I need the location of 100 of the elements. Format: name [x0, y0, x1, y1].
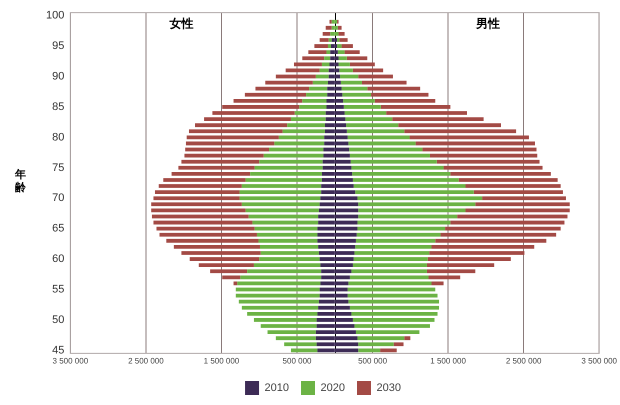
- bar: [394, 342, 404, 346]
- bar: [284, 342, 317, 346]
- bar: [247, 312, 318, 316]
- y-tick-label: 60: [52, 253, 64, 266]
- bar: [457, 214, 568, 218]
- bar: [358, 74, 393, 78]
- bar: [358, 202, 476, 206]
- legend-label: 2030: [376, 382, 401, 394]
- bar: [247, 269, 322, 274]
- bar: [444, 166, 543, 170]
- bar: [357, 336, 404, 340]
- bar: [357, 226, 446, 231]
- bar: [204, 117, 291, 121]
- bar: [312, 80, 328, 84]
- bar: [246, 208, 319, 212]
- bar: [259, 257, 320, 261]
- bar: [308, 50, 326, 54]
- bar: [309, 86, 328, 91]
- bar: [174, 245, 260, 249]
- bar: [398, 123, 501, 128]
- bar: [349, 148, 422, 152]
- bar: [348, 142, 416, 146]
- bar: [250, 172, 322, 176]
- bar: [326, 26, 332, 30]
- bar: [160, 232, 257, 237]
- bar: [151, 202, 242, 206]
- bar: [240, 196, 320, 200]
- bar: [348, 282, 432, 286]
- bar: [445, 226, 561, 231]
- bar: [186, 135, 279, 140]
- bar: [338, 56, 347, 60]
- bar: [236, 288, 320, 292]
- y-axis-title: 年齢: [14, 168, 27, 194]
- bar: [482, 196, 566, 200]
- annotation: 女性: [168, 16, 194, 31]
- y-tick-label: 90: [52, 70, 64, 83]
- bar: [244, 92, 306, 97]
- bar: [314, 44, 328, 48]
- bar: [276, 74, 316, 78]
- bar: [350, 306, 440, 310]
- bar: [392, 117, 484, 121]
- bar: [299, 105, 326, 109]
- bar: [172, 172, 250, 176]
- bar: [152, 214, 249, 218]
- bar: [290, 117, 326, 121]
- bar: [242, 202, 320, 206]
- bar: [237, 282, 320, 286]
- y-tick-label: 100: [46, 10, 64, 22]
- bar: [352, 263, 427, 268]
- bar: [306, 92, 328, 97]
- x-tick-label: 500 000: [282, 356, 312, 366]
- bar: [156, 226, 255, 231]
- bar: [450, 220, 564, 224]
- bar: [234, 282, 238, 286]
- bar: [430, 154, 538, 158]
- bar: [185, 148, 270, 152]
- y-tick-label: 50: [52, 314, 64, 326]
- bar: [426, 269, 476, 274]
- x-tick-label: 3 500 000: [581, 356, 618, 366]
- bar: [475, 202, 570, 206]
- bar: [380, 105, 450, 109]
- bar: [276, 336, 316, 340]
- bar: [332, 38, 335, 42]
- x-tick-label: 2 500 000: [506, 356, 542, 366]
- bar: [265, 80, 313, 84]
- bar: [184, 154, 264, 158]
- bar: [254, 263, 320, 268]
- bar: [339, 68, 353, 72]
- legend-label: 2020: [320, 382, 345, 394]
- annotation: 男性: [475, 16, 500, 31]
- bar: [278, 135, 324, 140]
- bar: [320, 68, 329, 72]
- bar: [290, 348, 318, 352]
- bar: [329, 62, 335, 66]
- bar: [367, 86, 420, 91]
- bar: [416, 142, 535, 146]
- y-tick-label: 65: [52, 222, 64, 235]
- x-tick-label: 1 500 000: [430, 356, 466, 366]
- bar: [410, 135, 529, 140]
- bar: [282, 129, 325, 134]
- legend-label: 2010: [264, 382, 290, 394]
- bar: [158, 184, 242, 188]
- bar: [374, 98, 436, 103]
- bar: [357, 196, 482, 200]
- bar: [274, 142, 324, 146]
- bar: [431, 282, 444, 286]
- bar: [352, 318, 435, 322]
- bar: [259, 160, 323, 164]
- bar: [356, 232, 441, 237]
- bar: [429, 251, 524, 255]
- bar: [465, 208, 570, 212]
- bar: [458, 178, 558, 182]
- bar: [440, 232, 556, 237]
- bar: [328, 38, 332, 42]
- bar: [269, 148, 324, 152]
- bar: [358, 214, 458, 218]
- bar: [348, 288, 436, 292]
- bar: [260, 245, 318, 249]
- bar: [350, 160, 437, 164]
- bar: [338, 62, 350, 66]
